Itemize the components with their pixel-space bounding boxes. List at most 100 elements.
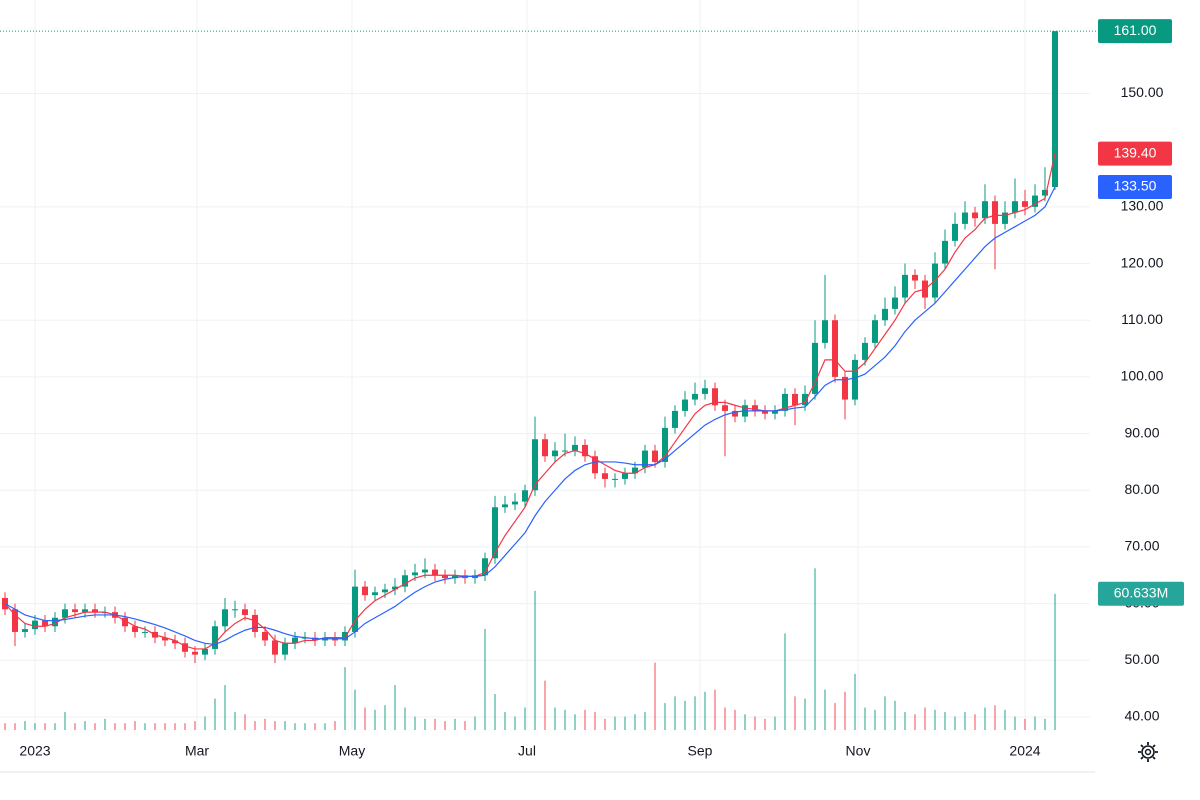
candle-body: [982, 201, 988, 219]
candle-body: [182, 643, 188, 652]
volume-bar: [1034, 716, 1036, 730]
candle-body: [82, 609, 88, 613]
volume-bar: [644, 712, 646, 730]
volume-bar: [14, 723, 16, 730]
volume-bar: [54, 723, 56, 730]
candle-body: [12, 609, 18, 632]
candles: [2, 31, 1058, 664]
volume-bar: [94, 723, 96, 730]
volume-bar: [194, 721, 196, 730]
volume-bar: [224, 685, 226, 730]
candle-body: [662, 427, 668, 462]
candle-body: [902, 274, 908, 298]
price-label-box: [1098, 141, 1172, 166]
candle-body: [582, 444, 588, 457]
gear-ring: [1141, 745, 1155, 759]
volume-label-box: [1098, 581, 1184, 606]
candle-body: [232, 609, 238, 611]
candle-body: [512, 501, 518, 505]
candle-body: [952, 223, 958, 241]
settings-icon[interactable]: [1138, 742, 1158, 762]
y-tick-label: 100.00: [1121, 368, 1164, 384]
candle-body: [262, 631, 268, 641]
candle-body: [962, 212, 968, 224]
volume-bar: [934, 709, 936, 730]
volume-bar: [694, 696, 696, 730]
candle-body: [532, 439, 538, 491]
candle-body: [522, 490, 528, 502]
volume-bar: [174, 723, 176, 730]
price-label-box: [1098, 19, 1172, 44]
volume-bar: [104, 718, 106, 730]
candle-body: [882, 308, 888, 321]
volume-bar: [294, 723, 296, 730]
volume-bar: [914, 714, 916, 730]
candle-body: [432, 569, 438, 576]
volume-bar: [534, 590, 536, 730]
volume-bar: [434, 718, 436, 730]
volume-bar: [944, 712, 946, 730]
candle-body: [212, 626, 218, 649]
candle-body: [222, 609, 228, 627]
volume-bar: [824, 689, 826, 730]
volume-bar: [414, 716, 416, 730]
volume-bar: [394, 685, 396, 730]
candle-body: [842, 376, 848, 400]
volume-bar: [574, 714, 576, 730]
y-tick-label: 120.00: [1121, 254, 1164, 270]
volume-bar: [664, 703, 666, 730]
candle-body: [1002, 212, 1008, 224]
volume-bar: [274, 721, 276, 730]
candle-body: [172, 640, 178, 644]
candle-body: [202, 648, 208, 655]
candle-body: [992, 201, 998, 224]
price-label: 133.50: [1114, 178, 1157, 194]
volume-bar: [184, 723, 186, 730]
candle-body: [812, 342, 818, 394]
candle-body: [632, 467, 638, 474]
candle-body: [352, 586, 358, 632]
volume-bar: [74, 723, 76, 730]
volume-bar: [584, 709, 586, 730]
x-tick-label: Sep: [688, 743, 713, 759]
gear-teeth: [1138, 742, 1158, 762]
volume-bar: [984, 707, 986, 730]
candle-body: [92, 609, 98, 613]
y-tick-label: 50.00: [1124, 651, 1159, 667]
candle-body: [122, 617, 128, 627]
candle-body: [342, 631, 348, 641]
x-tick-label: Mar: [185, 743, 209, 759]
y-tick-label: 150.00: [1121, 84, 1164, 100]
volume-bar: [484, 628, 486, 730]
candle-body: [1042, 189, 1048, 196]
candle-body: [712, 388, 718, 406]
candle-body: [642, 450, 648, 468]
candle-body: [162, 637, 168, 641]
candle-body: [32, 620, 38, 630]
volume-bar: [334, 721, 336, 730]
volume-bar: [344, 667, 346, 730]
candle-body: [822, 320, 828, 343]
volume-bar: [814, 568, 816, 730]
volume-bar: [144, 723, 146, 730]
volume-bar: [314, 723, 316, 730]
volume-bar: [704, 691, 706, 730]
volume-bar: [854, 673, 856, 730]
price-label: 139.40: [1114, 144, 1157, 160]
volume-bar: [444, 721, 446, 730]
candle-body: [732, 410, 738, 417]
x-tick-label: Nov: [846, 743, 871, 759]
candle-body: [492, 507, 498, 559]
volume-bar: [134, 721, 136, 730]
candle-body: [42, 620, 48, 627]
candle-body: [402, 575, 408, 587]
volume-bar: [264, 718, 266, 730]
candle-body: [552, 450, 558, 457]
candle-body: [972, 212, 978, 219]
volume-bar: [684, 700, 686, 730]
volume-bar: [904, 712, 906, 730]
candle-body: [652, 450, 658, 462]
volume-bar: [4, 723, 6, 730]
candle-body: [792, 393, 798, 406]
volume-bar: [204, 716, 206, 730]
